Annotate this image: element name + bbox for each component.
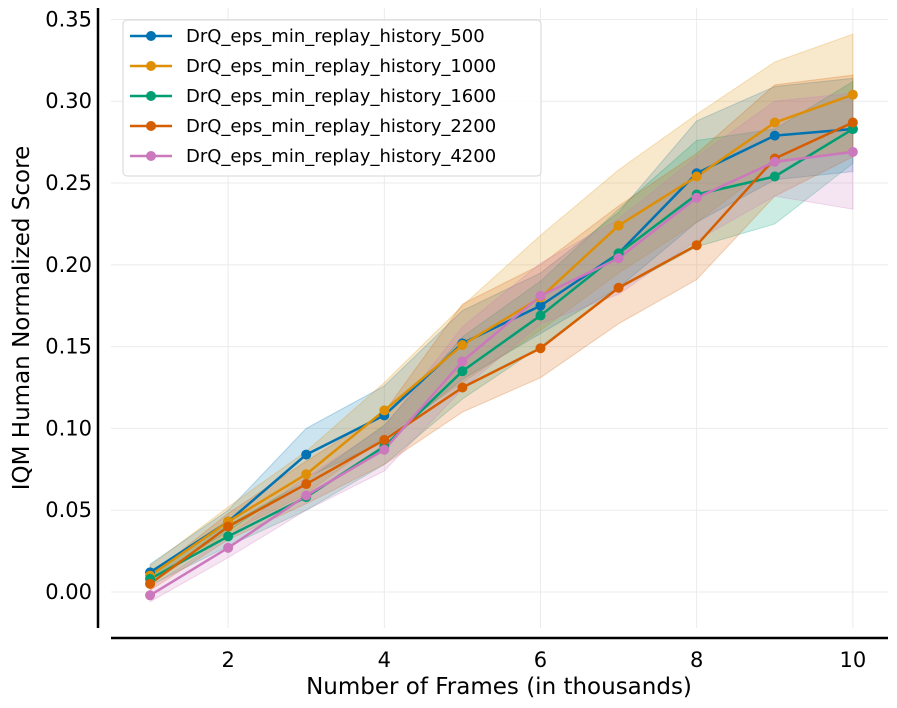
data-point xyxy=(535,300,546,311)
data-point xyxy=(535,310,546,321)
legend-entry: DrQ_eps_min_replay_history_1600 xyxy=(130,86,496,107)
series-line xyxy=(149,127,854,581)
legend-entry: DrQ_eps_min_replay_history_1000 xyxy=(130,56,496,77)
confidence-band xyxy=(149,92,854,603)
data-point xyxy=(457,356,468,367)
data-point xyxy=(847,146,858,157)
data-point xyxy=(691,240,702,251)
confidence-band xyxy=(149,80,854,587)
legend-marker xyxy=(146,121,156,131)
data-point xyxy=(301,479,312,490)
data-point xyxy=(223,531,234,542)
legend-label: DrQ_eps_min_replay_history_500 xyxy=(186,26,485,47)
data-point xyxy=(301,449,312,460)
y-tick-label: 0.25 xyxy=(45,171,92,195)
data-point xyxy=(457,339,468,350)
y-tick-labels: 0.00 0.05 0.10 0.15 0.20 0.25 0.30 0.35 xyxy=(45,7,92,604)
data-point xyxy=(379,444,390,455)
x-tick-label: 10 xyxy=(839,648,866,672)
y-tick-label: 0.05 xyxy=(45,498,92,522)
y-tick-label: 0.20 xyxy=(45,253,92,277)
legend-marker xyxy=(146,61,156,71)
data-point xyxy=(769,130,780,141)
legend-label: DrQ_eps_min_replay_history_2200 xyxy=(186,116,496,137)
data-point xyxy=(847,117,858,128)
y-axis-label: IQM Human Normalized Score xyxy=(9,146,35,490)
data-point xyxy=(457,366,468,377)
data-point xyxy=(769,156,780,167)
y-tick-label: 0.10 xyxy=(45,416,92,440)
legend-box xyxy=(122,19,542,177)
x-axis-label: Number of Frames (in thousands) xyxy=(306,674,692,700)
y-tick-label: 0.15 xyxy=(45,335,92,359)
x-tick-label: 6 xyxy=(534,648,547,672)
data-point xyxy=(223,542,234,553)
legend-label: DrQ_eps_min_replay_history_1600 xyxy=(186,86,496,107)
series-markers xyxy=(145,89,858,601)
data-point xyxy=(613,220,624,231)
data-point xyxy=(535,290,546,301)
legend-marker xyxy=(146,151,156,161)
data-point xyxy=(145,590,156,601)
series-line xyxy=(149,150,854,597)
data-point xyxy=(613,253,624,264)
legend-marker xyxy=(146,31,156,41)
legend: DrQ_eps_min_replay_history_500 DrQ_eps_mi… xyxy=(122,19,542,177)
data-point xyxy=(691,171,702,182)
legend-entry: DrQ_eps_min_replay_history_500 xyxy=(130,26,485,47)
data-point xyxy=(223,521,234,532)
x-tick-labels: 2 4 6 8 10 xyxy=(221,648,866,672)
data-point xyxy=(145,578,156,589)
data-point xyxy=(535,343,546,354)
x-tick-label: 4 xyxy=(378,648,391,672)
axes xyxy=(96,8,888,640)
data-point xyxy=(613,282,624,293)
data-point xyxy=(769,117,780,128)
data-point xyxy=(301,469,312,480)
data-point xyxy=(379,405,390,416)
series-line xyxy=(149,127,853,574)
y-tick-label: 0.30 xyxy=(45,89,92,113)
data-point xyxy=(769,171,780,182)
legend-label: DrQ_eps_min_replay_history_4200 xyxy=(186,146,496,167)
legend-marker xyxy=(146,91,156,101)
x-tick-label: 2 xyxy=(221,648,234,672)
legend-entry: DrQ_eps_min_replay_history_4200 xyxy=(130,146,496,167)
series-lines xyxy=(149,93,854,597)
data-point xyxy=(301,490,312,501)
x-tick-label: 8 xyxy=(690,648,703,672)
legend-entry: DrQ_eps_min_replay_history_2200 xyxy=(130,116,496,137)
data-point xyxy=(691,192,702,203)
data-point xyxy=(379,434,390,445)
series-line xyxy=(149,93,854,577)
series-line xyxy=(149,121,854,585)
legend-label: DrQ_eps_min_replay_history_1000 xyxy=(186,56,496,77)
data-point xyxy=(457,382,468,393)
y-tick-label: 0.00 xyxy=(45,580,92,604)
y-tick-label: 0.35 xyxy=(45,7,92,31)
data-point xyxy=(847,89,858,100)
